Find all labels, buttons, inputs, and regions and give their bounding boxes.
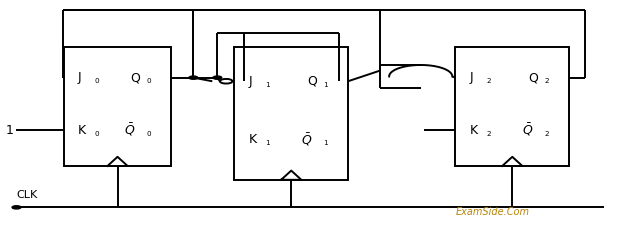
- Text: $_{1}$: $_{1}$: [323, 80, 329, 90]
- Text: $_{0}$: $_{0}$: [146, 76, 152, 86]
- Text: Q: Q: [130, 71, 140, 84]
- Circle shape: [189, 76, 197, 79]
- Text: $_{2}$: $_{2}$: [486, 129, 492, 139]
- Text: ExamSide.Com: ExamSide.Com: [456, 207, 529, 216]
- Text: $_{0}$: $_{0}$: [94, 76, 101, 86]
- Bar: [64, 47, 172, 166]
- Text: CLK: CLK: [16, 190, 38, 200]
- Text: $_{2}$: $_{2}$: [544, 76, 550, 86]
- Text: J: J: [248, 75, 252, 88]
- Text: Q: Q: [528, 71, 538, 84]
- Circle shape: [12, 206, 21, 209]
- Text: $_{1}$: $_{1}$: [265, 80, 271, 90]
- Text: 1: 1: [6, 124, 13, 137]
- Circle shape: [213, 76, 222, 79]
- Text: $_{2}$: $_{2}$: [486, 76, 492, 86]
- Text: K: K: [248, 133, 256, 146]
- Text: $_{0}$: $_{0}$: [146, 129, 152, 139]
- Bar: [234, 47, 348, 180]
- Text: Q: Q: [307, 75, 317, 88]
- Text: $\bar{Q}$: $\bar{Q}$: [301, 132, 312, 148]
- Text: $_{0}$: $_{0}$: [94, 129, 101, 139]
- Text: J: J: [469, 71, 473, 84]
- Text: $_{1}$: $_{1}$: [323, 138, 329, 148]
- Text: K: K: [78, 124, 86, 137]
- Text: $\bar{Q}$: $\bar{Q}$: [522, 122, 533, 138]
- Circle shape: [220, 79, 232, 84]
- Text: J: J: [78, 71, 82, 84]
- Text: $_{1}$: $_{1}$: [265, 138, 271, 148]
- Bar: [456, 47, 569, 166]
- Text: $\bar{Q}$: $\bar{Q}$: [124, 122, 135, 138]
- Text: $_{2}$: $_{2}$: [544, 129, 550, 139]
- Text: K: K: [469, 124, 477, 137]
